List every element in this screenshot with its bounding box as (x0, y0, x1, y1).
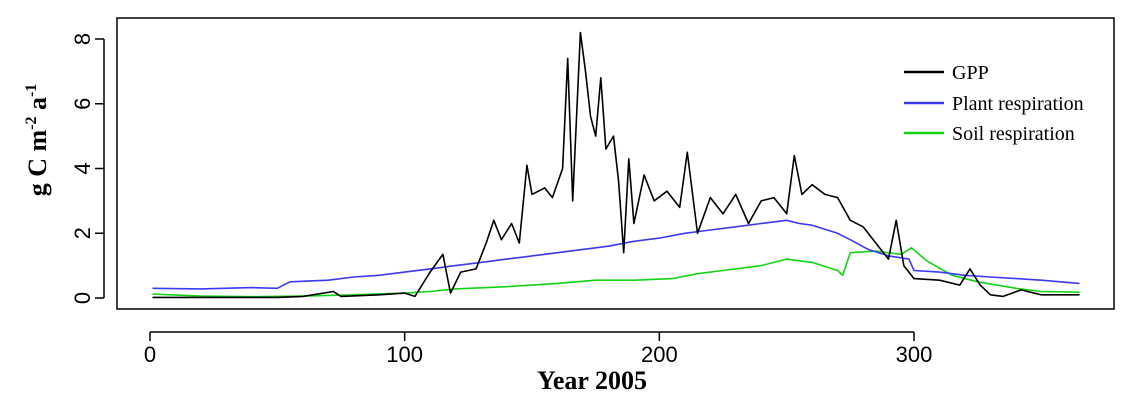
x-tick-label: 0 (144, 342, 156, 367)
series-line-gpp (152, 31, 1080, 299)
x-tick-label: 300 (896, 342, 933, 367)
y-axis: 0 2 4 6 8 (70, 33, 105, 304)
legend-label-soil-respiration: Soil respiration (952, 123, 1075, 145)
x-axis: 0 100 200 300 (144, 331, 933, 367)
y-axis-title-mid: a (23, 97, 52, 117)
x-tick-label: 200 (641, 342, 678, 367)
series-line-plant-respiration (152, 219, 1080, 290)
y-axis-title: g C m-2 a-1 (23, 84, 52, 197)
y-tick-label: 0 (70, 292, 95, 304)
legend-label-gpp: GPP (952, 62, 989, 84)
y-axis-title-base: g C m (23, 130, 52, 197)
y-axis-title-sup-1: -2 (23, 117, 40, 130)
y-tick-label: 4 (70, 162, 95, 174)
legend: GPP Plant respiration Soil respiration (904, 62, 1084, 145)
y-tick-label: 8 (70, 33, 95, 45)
x-axis-title: Year 2005 (537, 366, 647, 395)
legend-label-plant-respiration: Plant respiration (952, 93, 1084, 115)
y-axis-title-sup-2: -1 (23, 84, 40, 97)
plot-frame (116, 17, 1115, 310)
x-tick-label: 100 (386, 342, 423, 367)
y-tick-label: 6 (70, 98, 95, 110)
y-tick-label: 2 (70, 227, 95, 239)
series-layer (152, 31, 1080, 299)
